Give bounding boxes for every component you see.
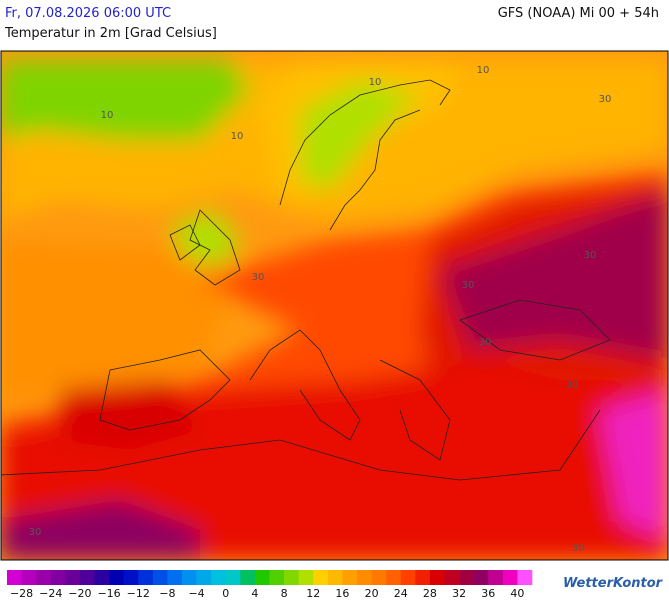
colorbar-label: −28 bbox=[10, 587, 33, 600]
colorbar-swatch bbox=[415, 570, 431, 585]
colorbar-swatch bbox=[444, 570, 460, 585]
parameter: Temperatur in 2m [Grad Celsius] bbox=[5, 26, 217, 41]
colorbar-swatch bbox=[429, 570, 445, 585]
colorbar-swatch bbox=[473, 570, 489, 585]
colorbar-swatch bbox=[211, 570, 227, 585]
colorbar-swatch bbox=[459, 570, 474, 585]
colorbar-swatch bbox=[327, 570, 343, 585]
contour-label: 30 bbox=[572, 543, 585, 554]
colorbar-label: −24 bbox=[39, 587, 62, 600]
colorbar-label: 12 bbox=[306, 587, 320, 600]
colorbar-label: 8 bbox=[281, 587, 288, 600]
colorbar-swatch bbox=[36, 570, 52, 585]
contour-label: 30 bbox=[252, 272, 265, 283]
colorbar-swatch bbox=[298, 570, 314, 585]
contour-label: 10 bbox=[101, 110, 114, 121]
colorbar-label: 28 bbox=[423, 587, 437, 600]
colorbar-swatch bbox=[196, 570, 212, 585]
map-frame bbox=[0, 50, 669, 561]
colorbar-swatch bbox=[21, 570, 37, 585]
contour-label: 10 bbox=[369, 77, 382, 88]
contour-label: 30 bbox=[584, 250, 597, 261]
colorbar-swatch bbox=[138, 570, 154, 585]
colorbar-swatch bbox=[50, 570, 66, 585]
colorbar-swatch bbox=[400, 570, 416, 585]
colorbar-swatch bbox=[502, 570, 518, 585]
colorbar-swatch bbox=[517, 570, 533, 585]
contour-label: 30 bbox=[599, 94, 612, 105]
colorbar-label: 4 bbox=[251, 587, 258, 600]
contour-label: 10 bbox=[477, 65, 490, 76]
colorbar-label: 36 bbox=[481, 587, 495, 600]
colorbar-label: 24 bbox=[394, 587, 408, 600]
colorbar-label: 40 bbox=[510, 587, 524, 600]
colorbar-swatch bbox=[342, 570, 358, 585]
colorbar-swatch bbox=[109, 570, 124, 585]
colorbar-label: −20 bbox=[68, 587, 91, 600]
colorbar-label: 16 bbox=[335, 587, 349, 600]
colorbar-swatch bbox=[94, 570, 110, 585]
colorbar-swatch bbox=[284, 570, 299, 585]
colorbar-label: −4 bbox=[188, 587, 204, 600]
colorbar-swatch bbox=[386, 570, 402, 585]
valid-time: Fr, 07.08.2026 06:00 UTC bbox=[5, 6, 172, 21]
colorbar-swatch bbox=[167, 570, 183, 585]
temperature-field bbox=[1, 51, 668, 560]
colorbar-swatch bbox=[182, 570, 197, 585]
contour-label: 30 bbox=[29, 527, 42, 538]
model-run: GFS (NOAA) Mi 00 + 54h bbox=[497, 6, 659, 21]
colorbar-label: −8 bbox=[159, 587, 175, 600]
contour-label: 10 bbox=[231, 131, 244, 142]
colorbar-swatch bbox=[65, 570, 81, 585]
colorbar-swatch bbox=[269, 570, 285, 585]
colorbar-label: −12 bbox=[127, 587, 150, 600]
colorbar-label: −16 bbox=[97, 587, 120, 600]
colorbar-label: 20 bbox=[365, 587, 379, 600]
colorbar-swatch bbox=[357, 570, 372, 585]
colorbar-swatch bbox=[225, 570, 241, 585]
colorbar-label: 32 bbox=[452, 587, 466, 600]
colorbar-swatch bbox=[79, 570, 95, 585]
colorbar-swatch bbox=[240, 570, 256, 585]
colorbar-swatch bbox=[488, 570, 504, 585]
brand-logo: WetterKontor bbox=[563, 576, 663, 591]
colorbar-swatch bbox=[123, 570, 139, 585]
colorbar-swatch bbox=[371, 570, 387, 585]
coastlines bbox=[1, 79, 611, 481]
colorbar-swatch bbox=[313, 570, 329, 585]
colorbar-swatch bbox=[254, 570, 270, 585]
contour-label: 30 bbox=[462, 280, 475, 291]
contour-label: 30 bbox=[566, 380, 579, 391]
colorbar-swatch bbox=[7, 570, 22, 585]
colorbar-label: 0 bbox=[222, 587, 229, 600]
contour-label: 30 bbox=[479, 337, 492, 348]
colorbar-swatch bbox=[152, 570, 168, 585]
